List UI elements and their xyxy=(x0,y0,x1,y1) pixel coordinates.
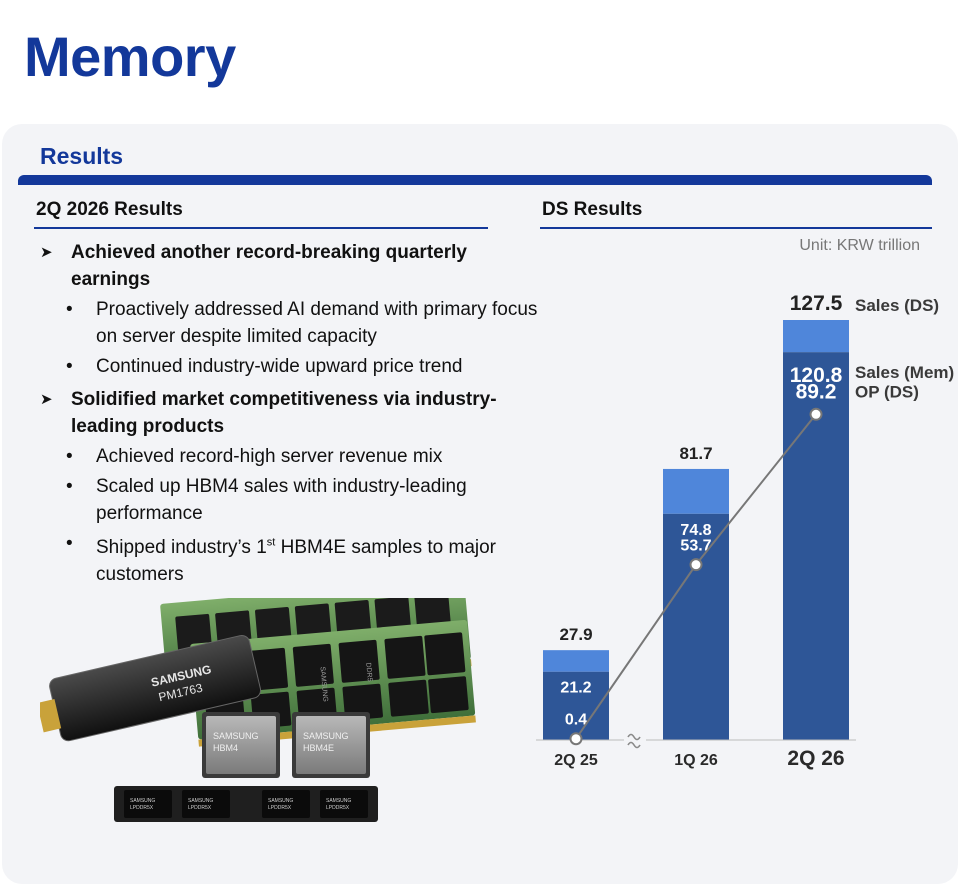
svg-text:DDR5: DDR5 xyxy=(364,662,373,682)
bullet-text: Solidified market competitiveness via in… xyxy=(71,389,497,437)
svg-text:HBM4: HBM4 xyxy=(213,743,238,753)
svg-text:LPDDR5X: LPDDR5X xyxy=(188,805,212,811)
sub-bullet: • Shipped industry’s 1st HBM4E samples to… xyxy=(38,530,538,588)
axis-break-icon xyxy=(627,733,641,749)
dot-bullet-icon: • xyxy=(66,533,73,554)
svg-text:HBM4E: HBM4E xyxy=(303,743,334,753)
arrow-bullet-icon: ➤ xyxy=(40,244,53,261)
svg-text:SAMSUNG: SAMSUNG xyxy=(268,798,293,804)
x-tick-label: 1Q 26 xyxy=(674,752,718,769)
data-label-sales-mem: 21.2 xyxy=(560,680,591,697)
arrow-bullet-icon: ➤ xyxy=(40,391,53,408)
data-label-sales-ds: 81.7 xyxy=(679,444,712,463)
dimm-module-front: SAMSUNG DDR5 xyxy=(190,620,476,747)
op-ds-point xyxy=(689,558,703,572)
sub-bullet: • Scaled up HBM4 sales with industry-lead… xyxy=(38,473,538,527)
data-label-sales-mem: 120.8 xyxy=(790,364,843,387)
sub-bullet-text: Shipped industry’s 1st HBM4E samples to … xyxy=(96,537,497,586)
svg-text:LPDDR5X: LPDDR5X xyxy=(326,805,350,811)
x-tick-label: 2Q 26 xyxy=(787,747,844,770)
left-heading: 2Q 2026 Results xyxy=(36,199,183,220)
bullet-text: Achieved another record-breaking quarter… xyxy=(71,242,467,290)
svg-text:SAMSUNG: SAMSUNG xyxy=(188,798,213,804)
legend-sales-ds: Sales (DS) xyxy=(855,296,939,315)
svg-text:SAMSUNG: SAMSUNG xyxy=(213,731,259,741)
bullet-record-earnings: ➤ Achieved another record-breaking quart… xyxy=(38,239,538,293)
op-ds-point xyxy=(569,732,583,746)
data-label-op-ds: 53.7 xyxy=(680,538,711,555)
bar-sales-ds-top xyxy=(543,650,609,672)
bar-sales-ds-top xyxy=(663,468,729,514)
hbm4-chip: SAMSUNG HBM4 xyxy=(202,712,280,778)
legend-sales-mem: Sales (Mem) xyxy=(855,363,954,382)
left-heading-rule xyxy=(34,227,488,229)
section-title: Results xyxy=(40,143,124,169)
svg-text:SAMSUNG: SAMSUNG xyxy=(318,666,328,702)
dot-bullet-icon: • xyxy=(66,299,73,320)
section-divider xyxy=(18,175,932,185)
memory-products-image: SAMSUNG DDR5 SAMSUNG PM1763 SAMSUNG HBM4… xyxy=(40,598,476,822)
svg-text:LPDDR5X: LPDDR5X xyxy=(130,805,154,811)
bar-sales-ds-top xyxy=(783,320,849,353)
data-label-op-ds: 89.2 xyxy=(796,380,837,403)
svg-text:SAMSUNG: SAMSUNG xyxy=(303,731,349,741)
svg-text:LPDDR5X: LPDDR5X xyxy=(268,805,292,811)
right-heading: DS Results xyxy=(542,199,643,220)
svg-text:SAMSUNG: SAMSUNG xyxy=(130,798,155,804)
sub-bullet: • Achieved record-high server revenue mix xyxy=(38,443,538,470)
data-label-op-ds: 0.4 xyxy=(565,712,587,729)
unit-label: Unit: KRW trillion xyxy=(799,237,920,254)
results-bullets: ➤ Achieved another record-breaking quart… xyxy=(38,236,538,588)
sub-bullet-text: Scaled up HBM4 sales with industry-leadi… xyxy=(96,476,467,524)
page-title: Memory xyxy=(24,25,236,88)
hbm4e-chip: SAMSUNG HBM4E xyxy=(292,712,370,778)
dot-bullet-icon: • xyxy=(66,356,73,377)
sub-bullet-text: Proactively addressed AI demand with pri… xyxy=(96,299,538,347)
sub-bullet-text: Achieved record-high server revenue mix xyxy=(96,446,443,467)
ssd-drive: SAMSUNG PM1763 xyxy=(40,634,262,742)
svg-text:SAMSUNG: SAMSUNG xyxy=(326,798,351,804)
x-tick-label: 2Q 25 xyxy=(554,752,598,769)
sub-bullet: • Proactively addressed AI demand with pr… xyxy=(38,296,538,350)
bar-sales-mem xyxy=(663,513,729,740)
right-heading-rule xyxy=(540,227,932,229)
legend-op-ds: OP (DS) xyxy=(855,382,919,401)
lpddr-module: SAMSUNG LPDDR5X SAMSUNG LPDDR5X SAMSUNG … xyxy=(114,786,378,822)
data-label-sales-mem: 74.8 xyxy=(680,522,711,539)
data-label-sales-ds: 127.5 xyxy=(790,292,843,315)
dot-bullet-icon: • xyxy=(66,476,73,497)
data-label-sales-ds: 27.9 xyxy=(559,625,592,644)
dot-bullet-icon: • xyxy=(66,446,73,467)
sub-bullet: • Continued industry-wide upward price tr… xyxy=(38,353,538,380)
bullet-competitiveness: ➤ Solidified market competitiveness via … xyxy=(38,386,538,440)
sub-bullet-text: Continued industry-wide upward price tre… xyxy=(96,356,463,377)
op-ds-point xyxy=(809,407,823,421)
